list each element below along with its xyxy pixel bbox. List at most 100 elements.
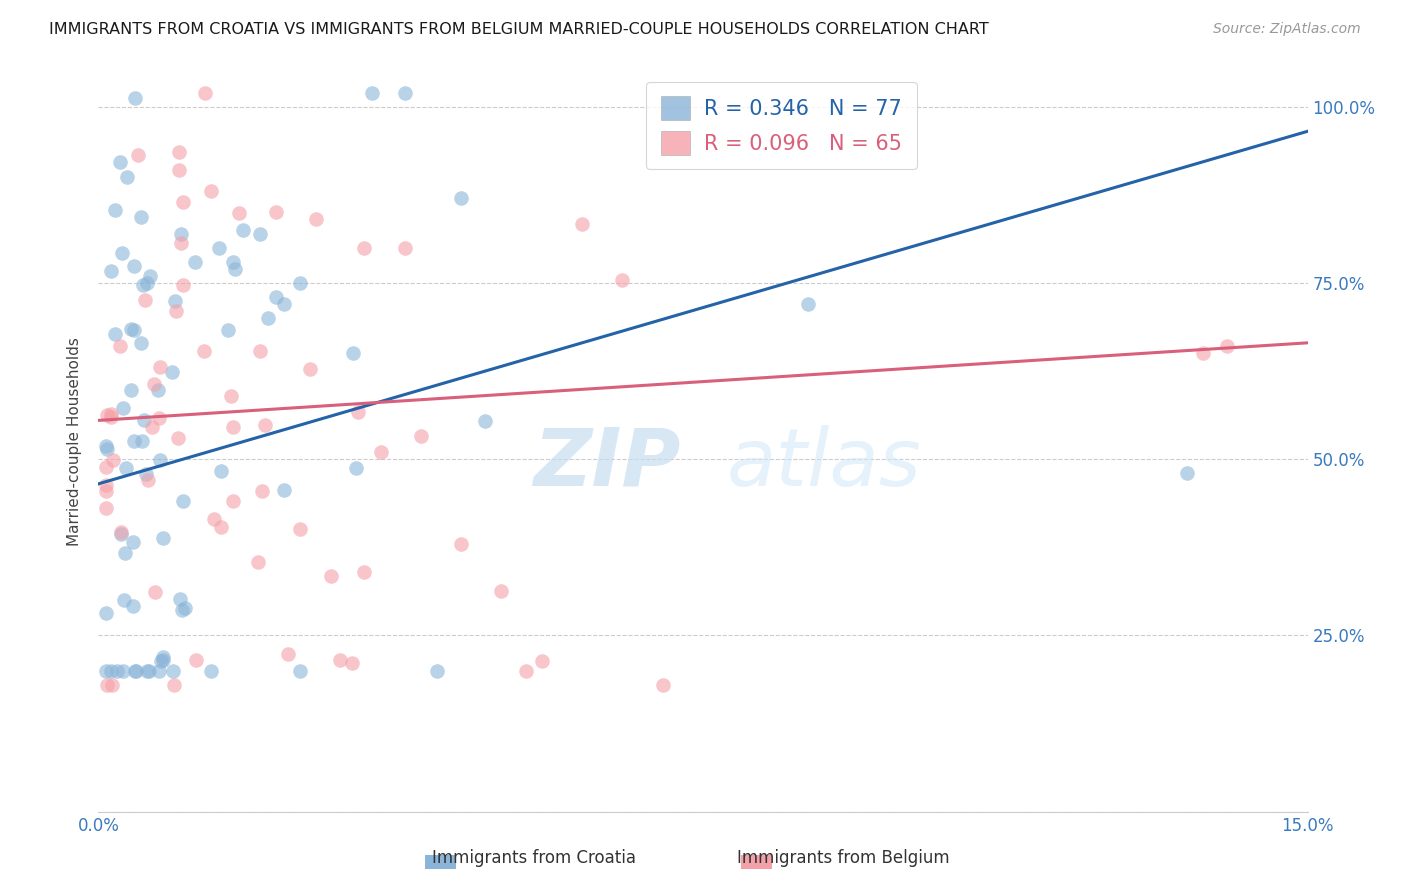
Point — [353, 565, 375, 579]
Point — [409, 429, 432, 443]
Point — [651, 678, 673, 692]
Point — [450, 537, 472, 551]
Point — [149, 360, 172, 375]
Point — [129, 336, 152, 351]
Point — [124, 664, 146, 678]
Point — [273, 297, 295, 311]
Point — [111, 664, 134, 678]
Text: ZIP: ZIP — [533, 425, 681, 503]
Point — [170, 227, 193, 241]
Point — [100, 664, 122, 678]
Point — [96, 501, 118, 516]
Point — [474, 414, 496, 428]
Point — [288, 276, 311, 290]
Point — [288, 664, 311, 678]
Point — [122, 434, 145, 448]
Point — [200, 664, 222, 678]
Point — [100, 678, 122, 692]
Point — [167, 145, 190, 160]
Point — [148, 411, 170, 425]
Point — [162, 664, 184, 678]
Point — [797, 297, 820, 311]
Point — [96, 442, 118, 457]
Point — [173, 601, 195, 615]
Point — [342, 656, 364, 670]
Point — [209, 464, 232, 478]
Point — [370, 445, 392, 459]
Point — [135, 467, 157, 482]
Point — [100, 264, 122, 278]
Point — [108, 154, 131, 169]
Point — [120, 383, 142, 397]
Point — [491, 584, 513, 599]
Point — [344, 461, 367, 475]
Point — [167, 162, 190, 177]
Point — [222, 420, 245, 434]
Point — [172, 278, 194, 293]
Point — [249, 227, 271, 241]
Point — [124, 91, 146, 105]
Point — [1175, 467, 1198, 481]
Point — [100, 409, 122, 424]
Point — [186, 653, 208, 667]
Point — [152, 531, 174, 545]
Point — [112, 401, 135, 416]
Point — [353, 241, 375, 255]
Point — [209, 520, 232, 534]
Point — [200, 184, 222, 198]
Point — [250, 483, 273, 498]
Point — [136, 276, 159, 290]
Point — [249, 344, 271, 359]
Point — [222, 255, 245, 269]
Point — [329, 653, 352, 667]
Point — [228, 206, 250, 220]
Point — [208, 241, 231, 255]
Point — [146, 383, 169, 397]
Point — [1191, 346, 1213, 360]
Point — [217, 324, 239, 338]
Point — [117, 169, 139, 184]
Point — [96, 478, 118, 492]
Point — [105, 664, 128, 678]
Point — [170, 236, 193, 251]
Point — [169, 592, 191, 607]
Point — [194, 86, 217, 100]
Point — [143, 377, 166, 392]
Point — [132, 278, 155, 293]
Point — [110, 527, 132, 541]
Point — [120, 322, 142, 336]
Point — [111, 246, 134, 260]
Text: IMMIGRANTS FROM CROATIA VS IMMIGRANTS FROM BELGIUM MARRIED-COUPLE HOUSEHOLDS COR: IMMIGRANTS FROM CROATIA VS IMMIGRANTS FR… — [49, 22, 988, 37]
Point — [232, 223, 254, 237]
Point — [114, 460, 136, 475]
Point — [394, 86, 416, 100]
Point — [342, 346, 364, 360]
Point — [170, 603, 193, 617]
Point — [347, 405, 370, 419]
Point — [101, 453, 124, 467]
Point — [277, 647, 299, 661]
Point — [165, 304, 187, 318]
Point — [1216, 339, 1239, 353]
Point — [122, 323, 145, 337]
Point — [131, 434, 153, 449]
Point — [138, 664, 160, 678]
Point — [515, 664, 537, 678]
Point — [108, 339, 131, 353]
Point — [96, 664, 118, 678]
Point — [136, 664, 159, 678]
Point — [149, 453, 172, 467]
Point — [224, 261, 246, 276]
Point — [222, 493, 245, 508]
Point — [288, 522, 311, 536]
Point — [172, 194, 194, 209]
Point — [134, 293, 156, 308]
Point — [360, 86, 382, 100]
Point — [247, 555, 270, 569]
Text: Immigrants from Belgium: Immigrants from Belgium — [737, 849, 950, 867]
Point — [100, 407, 122, 421]
Point — [122, 535, 145, 549]
Point — [110, 524, 132, 539]
Point — [299, 362, 322, 376]
Point — [114, 546, 136, 560]
